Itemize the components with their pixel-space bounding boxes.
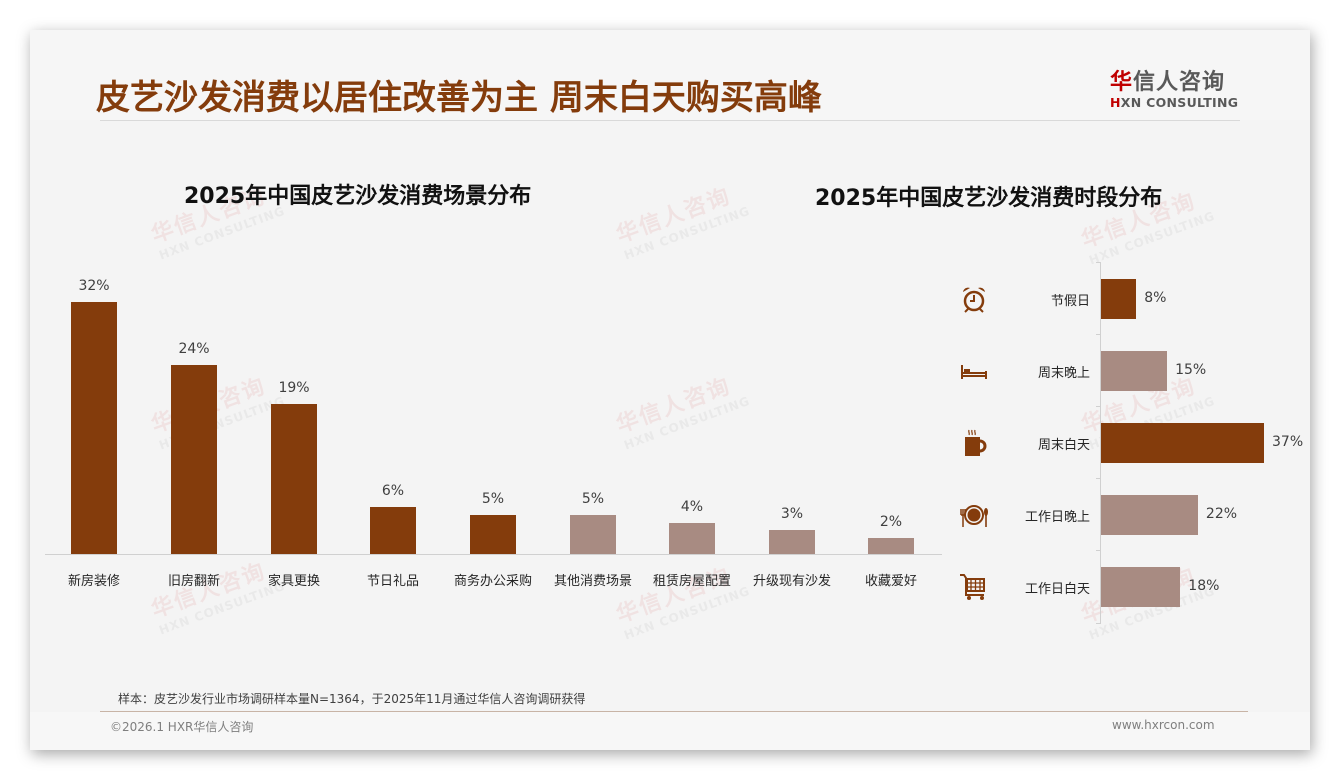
- watermark-cn: 华信人咨询: [613, 563, 735, 629]
- plate-cutlery-icon: [958, 499, 990, 531]
- logo-cn-first: 华: [1110, 70, 1134, 95]
- category-label: 升级现有沙发: [752, 574, 831, 589]
- hbar-value-label: 37%: [1272, 434, 1304, 450]
- time-category-label: 周末白天: [1037, 438, 1090, 453]
- category-label: 新房装修: [67, 574, 120, 589]
- axis-tick: [1096, 406, 1100, 407]
- bar-value-label: 5%: [481, 490, 505, 507]
- watermark-cn: 华信人咨询: [613, 183, 735, 249]
- watermark-en: HXN CONSULTING: [622, 583, 753, 643]
- bar-value-label: 4%: [680, 498, 704, 515]
- bar-value-label: 2%: [879, 514, 903, 531]
- hbar-1: [1101, 279, 1137, 319]
- category-label: 节日礼品: [366, 574, 419, 589]
- category-label: 商务办公采购: [453, 574, 532, 589]
- logo-en-first: H: [1110, 95, 1121, 110]
- x-axis-line: [45, 554, 942, 555]
- hbar-value-label: 18%: [1188, 578, 1220, 594]
- watermark-en: HXN CONSULTING: [622, 203, 753, 263]
- bar-value-label: 6%: [381, 482, 405, 499]
- bar-7: [669, 522, 715, 554]
- bar-value-label: 32%: [78, 278, 110, 294]
- watermark-cn: 华信人咨询: [613, 373, 735, 439]
- logo-cn-rest: 信人咨询: [1133, 70, 1226, 95]
- watermark-en: HXN CONSULTING: [157, 203, 288, 263]
- bar-value-label: 19%: [278, 380, 310, 397]
- page-title: 皮艺沙发消费以居住改善为主 周末白天购买高峰: [96, 78, 822, 118]
- footer-band: [30, 712, 1310, 750]
- hbar-value-label: 15%: [1175, 362, 1207, 378]
- time-category-label: 工作日晚上: [1024, 510, 1090, 525]
- website-link[interactable]: www.hxrcon.com: [1112, 718, 1215, 732]
- shopping-cart-icon: [958, 571, 990, 603]
- bar-2: [171, 365, 217, 554]
- axis-tick: [1096, 334, 1100, 335]
- watermark-en: HXN CONSULTING: [622, 393, 753, 453]
- logo-cn: 华信人咨询: [1110, 64, 1250, 96]
- axis-tick: [1096, 262, 1100, 263]
- hbar-2: [1101, 351, 1168, 391]
- alarm-clock-icon: [958, 283, 990, 315]
- hbar-4: [1101, 495, 1198, 535]
- header-band: [30, 30, 1310, 120]
- bar-9: [868, 538, 914, 554]
- watermark-en: HXN CONSULTING: [1087, 208, 1218, 268]
- time-category-label: 工作日白天: [1024, 582, 1090, 597]
- bar-6: [570, 514, 616, 554]
- slide: 皮艺沙发消费以居住改善为主 周末白天购买高峰 华信人咨询 HXN CONSULT…: [30, 30, 1310, 750]
- bar-8: [769, 530, 815, 554]
- bed-icon: [958, 355, 990, 387]
- title-divider: [100, 120, 1240, 121]
- time-category-label: 周末晚上: [1037, 366, 1090, 381]
- coffee-cup-icon: [958, 427, 990, 459]
- category-label: 旧房翻新: [167, 574, 220, 589]
- bar-value-label: 3%: [780, 506, 804, 523]
- category-label: 家具更换: [267, 574, 320, 589]
- right-chart-title: 2025年中国皮艺沙发消费时段分布: [815, 186, 1163, 211]
- bar-5: [470, 514, 516, 554]
- bar-3: [271, 404, 317, 554]
- company-logo: 华信人咨询 HXN CONSULTING: [1110, 64, 1250, 110]
- hbar-value-label: 22%: [1205, 506, 1238, 522]
- y-axis-line: [1100, 262, 1101, 624]
- bar-value-label: 5%: [581, 490, 605, 507]
- time-category-label: 节假日: [1050, 294, 1090, 309]
- category-label: 收藏爱好: [864, 574, 917, 589]
- footer-divider: [100, 711, 1248, 712]
- bar-1: [71, 302, 117, 554]
- category-label: 租赁房屋配置: [652, 574, 731, 589]
- bar-value-label: 24%: [178, 341, 210, 357]
- bar-4: [370, 506, 416, 554]
- axis-tick: [1096, 623, 1100, 624]
- hbar-3: [1101, 423, 1264, 463]
- hbar-value-label: 8%: [1144, 290, 1167, 306]
- logo-en-rest: XN CONSULTING: [1120, 95, 1239, 110]
- hbar-5: [1101, 567, 1181, 607]
- category-label: 其他消费场景: [553, 574, 632, 589]
- axis-tick: [1096, 550, 1100, 551]
- copyright: ©2026.1 HXR华信人咨询: [110, 720, 254, 734]
- sample-note: 样本：皮艺沙发行业市场调研样本量N=1364，于2025年11月通过华信人咨询调…: [118, 692, 586, 706]
- left-chart-title: 2025年中国皮艺沙发消费场景分布: [184, 184, 532, 209]
- axis-tick: [1096, 478, 1100, 479]
- logo-en: HXN CONSULTING: [1110, 95, 1250, 110]
